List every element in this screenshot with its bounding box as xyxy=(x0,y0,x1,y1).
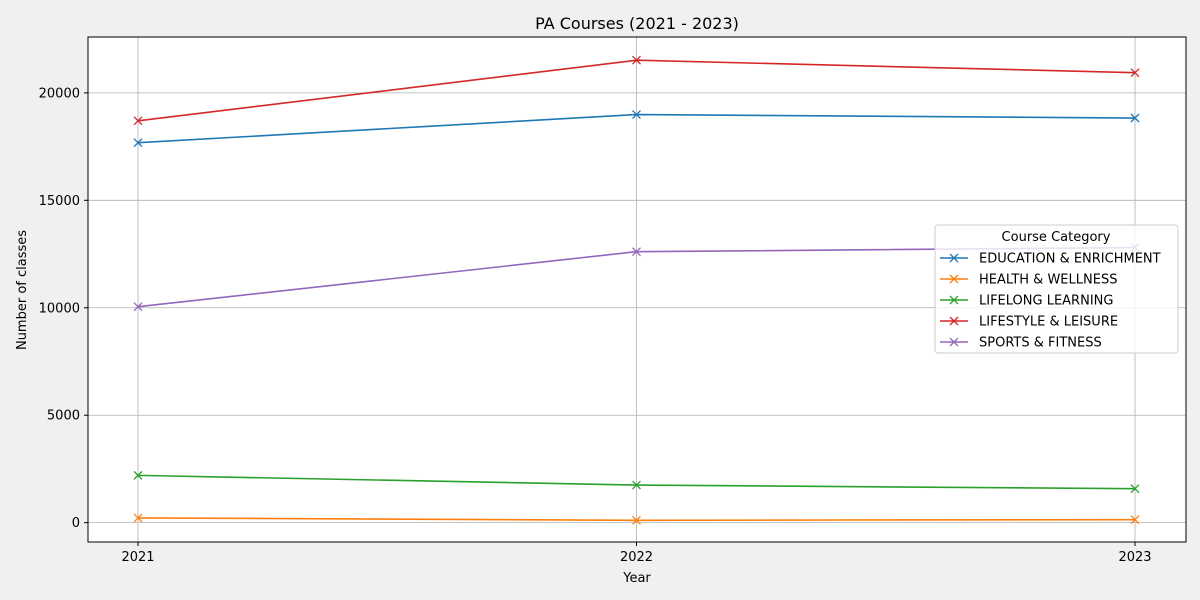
legend-item: EDUCATION & ENRICHMENT xyxy=(940,252,1161,267)
y-tick-label: 10000 xyxy=(39,301,80,316)
legend-label: HEALTH & WELLNESS xyxy=(979,273,1117,288)
legend-items: EDUCATION & ENRICHMENT HEALTH & WELLNESS L… xyxy=(940,252,1161,351)
legend-item: LIFESTYLE & LEISURE xyxy=(940,315,1118,330)
legend-item: SPORTS & FITNESS xyxy=(940,336,1102,351)
legend: Course Category EDUCATION & ENRICHMENT HE… xyxy=(934,224,1179,354)
legend-marker xyxy=(949,337,959,347)
legend-label: LIFESTYLE & LEISURE xyxy=(979,315,1118,330)
legend-title: Course Category xyxy=(1002,230,1111,245)
data-point-marker xyxy=(632,110,641,120)
legend-box xyxy=(934,224,1179,354)
data-point-marker xyxy=(133,470,143,480)
legend-label: EDUCATION & ENRICHMENT xyxy=(979,252,1161,267)
legend-item: LIFELONG LEARNING xyxy=(940,294,1113,309)
legend-marker xyxy=(949,295,959,305)
series-1 xyxy=(133,110,1140,148)
data-point-marker xyxy=(1130,515,1140,525)
ticks: 0 5000 10000 15000 20000 2021 2022 2023 xyxy=(39,86,1152,565)
legend-marker xyxy=(949,316,959,326)
legend-marker xyxy=(949,274,959,284)
data-point-marker xyxy=(632,480,641,490)
x-tick-label: 2022 xyxy=(620,550,653,565)
series-2 xyxy=(133,513,1140,525)
x-tick-label: 2021 xyxy=(121,550,154,565)
y-tick-label: 5000 xyxy=(47,409,80,424)
data-point-marker xyxy=(632,55,641,65)
data-point-marker xyxy=(1130,68,1140,78)
data-point-marker xyxy=(133,116,143,126)
y-axis-label: Number of classes xyxy=(15,230,30,350)
series-4 xyxy=(133,55,1140,126)
data-point-marker xyxy=(1130,484,1140,494)
y-tick-label: 20000 xyxy=(39,86,80,101)
data-point-marker xyxy=(133,513,143,523)
x-axis-label: Year xyxy=(622,571,651,586)
data-point-marker xyxy=(1130,113,1140,123)
data-point-marker xyxy=(632,515,641,525)
y-tick-label: 0 xyxy=(72,516,80,531)
chart-title: PA Courses (2021 - 2023) xyxy=(535,14,739,33)
legend-label: SPORTS & FITNESS xyxy=(979,336,1102,351)
legend-marker xyxy=(949,253,959,263)
data-point-marker xyxy=(133,302,143,312)
data-point-marker xyxy=(133,138,143,148)
legend-label: LIFELONG LEARNING xyxy=(979,294,1113,309)
series-3 xyxy=(133,470,1140,494)
data-point-marker xyxy=(632,247,641,257)
legend-item: HEALTH & WELLNESS xyxy=(940,273,1117,288)
x-tick-label: 2023 xyxy=(1118,550,1151,565)
y-tick-label: 15000 xyxy=(39,194,80,209)
